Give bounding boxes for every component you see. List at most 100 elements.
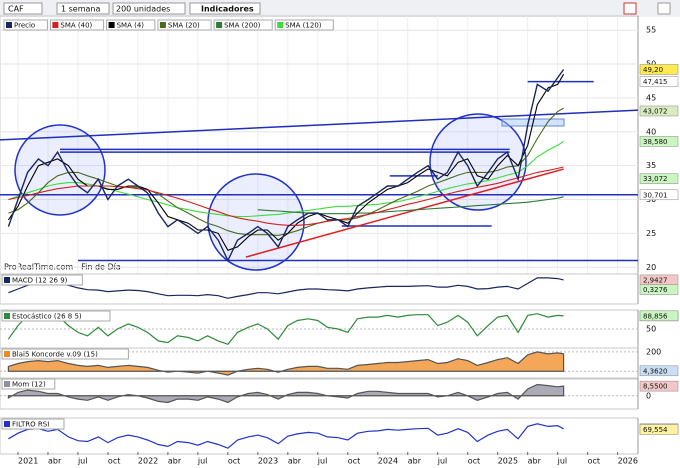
indicator-area xyxy=(7,383,565,404)
x-tick-label: 2025 xyxy=(498,457,518,466)
legend-box xyxy=(106,19,156,31)
panel-title: Blai5 Koncorde v.09 (15) xyxy=(12,351,98,359)
x-tick-label: oct xyxy=(468,457,480,466)
legend-label: SMA (4) xyxy=(117,22,145,30)
x-tick-label: oct xyxy=(228,457,240,466)
x-tick-label: oct xyxy=(588,457,600,466)
y-tick-label: 200 xyxy=(646,347,661,356)
price-tag xyxy=(639,173,679,184)
price-tag-label: 69,554 xyxy=(643,426,668,434)
legend-label: SMA (20) xyxy=(168,22,200,30)
indicator-line xyxy=(8,423,564,449)
panel-title: Mom (12) xyxy=(12,381,46,389)
price-tag xyxy=(639,310,679,322)
legend-box xyxy=(49,19,105,31)
units-box[interactable] xyxy=(112,2,186,15)
price-tag xyxy=(639,136,679,147)
period: 1 semana xyxy=(61,5,100,14)
legend-label: SMA (120) xyxy=(285,22,322,30)
drawn-line xyxy=(0,109,639,141)
panel-title-box xyxy=(1,348,129,360)
price-tag xyxy=(639,380,679,392)
panel-icon xyxy=(4,313,10,319)
x-tick-label: jul xyxy=(317,457,328,466)
x-tick-label: 2023 xyxy=(258,457,278,466)
legend-box xyxy=(274,19,334,31)
icon[interactable] xyxy=(657,2,671,15)
x-tick-label: abr xyxy=(408,457,422,466)
legend-swatch xyxy=(159,22,166,28)
price-tag xyxy=(639,105,679,117)
circle xyxy=(207,173,305,271)
legend-label: SMA (200) xyxy=(224,22,261,30)
series-line xyxy=(7,69,565,263)
x-tick-label: abr xyxy=(168,457,182,466)
x-tick-label: 2024 xyxy=(378,457,398,466)
legend-swatch xyxy=(216,22,223,28)
panel-title-box xyxy=(1,274,83,286)
panel-icon xyxy=(4,421,10,427)
price-tag xyxy=(639,189,679,201)
y-tick-label: 50 xyxy=(646,325,656,334)
price-tag-label: 8,5500 xyxy=(643,383,668,391)
x-tick-label: oct xyxy=(348,457,360,466)
price-tag-label: 33,072 xyxy=(643,175,668,183)
price-tag xyxy=(639,365,679,377)
x-tick-label: abr xyxy=(48,457,62,466)
legend-box xyxy=(157,19,212,31)
drawn-line xyxy=(245,168,564,258)
panel-title: MACD (12 26 9) xyxy=(12,277,68,285)
panel-icon xyxy=(4,381,10,387)
icon[interactable] xyxy=(623,2,637,15)
price-tag-label: 2,9427 xyxy=(643,276,668,284)
x-tick-label: jul xyxy=(437,457,448,466)
legend-box xyxy=(213,19,273,31)
price-tag-label: 4,3620 xyxy=(643,367,668,375)
legend-swatch xyxy=(108,22,115,28)
price-tag xyxy=(639,76,679,87)
price-tag-label: 43,072 xyxy=(643,107,668,115)
legend-swatch xyxy=(6,22,12,28)
x-tick-label: jul xyxy=(557,457,568,466)
indicator-area xyxy=(7,351,565,376)
y-tick-label: 25 xyxy=(646,229,656,238)
y-tick-label: 20 xyxy=(646,263,656,272)
indicators: Indicadores xyxy=(201,5,254,14)
indicators-box[interactable] xyxy=(189,2,261,15)
price-tag-label: 88,856 xyxy=(643,312,668,320)
x-tick-label: 2021 xyxy=(18,457,38,466)
units: 200 unidades xyxy=(116,5,170,14)
period-box[interactable] xyxy=(56,2,110,15)
x-tick-label: jul xyxy=(77,457,88,466)
y-tick-label: 40 xyxy=(646,127,656,136)
x-tick-label: 2026 xyxy=(618,457,638,466)
legend-swatch xyxy=(277,22,284,28)
x-tick-label: 2022 xyxy=(138,457,158,466)
price-tag-label: 47,415 xyxy=(643,78,668,86)
panel-icon xyxy=(4,351,10,357)
y-tick-label: 35 xyxy=(646,161,656,170)
indicator-line xyxy=(7,313,564,346)
price-tag-label: 49,20 xyxy=(643,66,663,74)
legend-label: Precio xyxy=(14,22,35,30)
panel-title-box xyxy=(1,418,65,430)
price-tag xyxy=(639,424,679,435)
legend-swatch xyxy=(52,22,59,28)
panel-title: Estocástico (26 8 5) xyxy=(12,313,82,321)
price-tag xyxy=(639,64,679,75)
symbol: CAF xyxy=(8,5,24,14)
y-tick-label: 50 xyxy=(646,60,656,69)
x-tick-label: oct xyxy=(108,457,120,466)
x-tick-label: abr xyxy=(288,457,302,466)
panel-title-box xyxy=(1,378,56,390)
symbol-box[interactable] xyxy=(3,2,43,15)
price-tag-label: 0,3276 xyxy=(643,286,668,294)
panel-icon xyxy=(4,277,10,283)
price-tag-label: 30,701 xyxy=(643,191,668,199)
panel-title-box xyxy=(1,310,111,322)
legend-label: SMA (40) xyxy=(60,22,92,30)
y-tick-label: 55 xyxy=(646,26,656,35)
x-tick-label: jul xyxy=(197,457,208,466)
